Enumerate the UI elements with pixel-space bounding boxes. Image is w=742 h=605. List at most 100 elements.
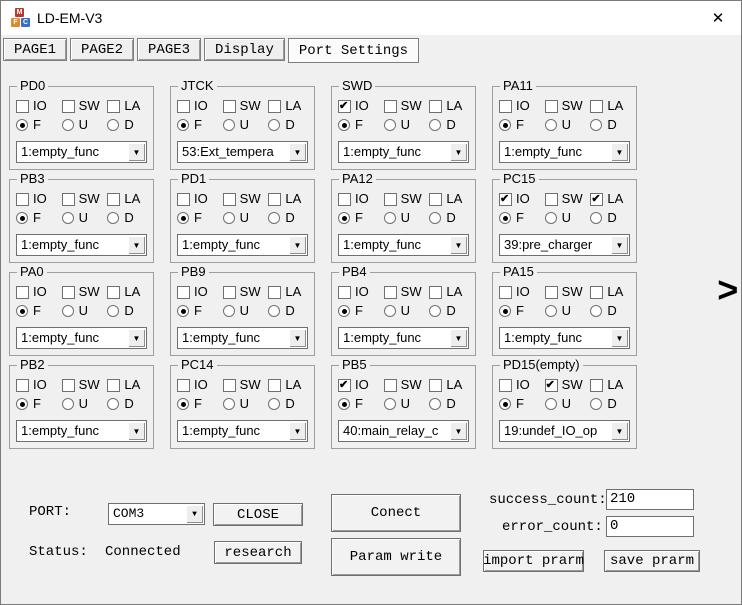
radio-d-circle[interactable]	[429, 212, 442, 224]
radio-f[interactable]: F	[177, 304, 223, 318]
radio-u[interactable]: U	[383, 304, 430, 318]
radio-d-circle[interactable]	[107, 305, 120, 317]
checkbox-la[interactable]: LA	[590, 285, 636, 299]
radio-d-circle[interactable]	[107, 119, 120, 131]
checkbox-sw-box[interactable]	[383, 378, 397, 392]
tab-page1[interactable]: PAGE1	[3, 38, 68, 61]
radio-u[interactable]: U	[61, 304, 108, 318]
radio-d-circle[interactable]	[590, 119, 603, 131]
save-param-button[interactable]: save prarm	[604, 550, 700, 572]
checkbox-sw[interactable]: SW	[61, 285, 108, 299]
checkbox-io-box[interactable]	[16, 192, 29, 206]
radio-d[interactable]: D	[268, 397, 314, 411]
radio-u-circle[interactable]	[61, 119, 74, 131]
checkbox-la-box[interactable]	[107, 99, 121, 113]
research-button[interactable]: research	[214, 541, 302, 564]
checkbox-la[interactable]: LA	[107, 285, 153, 299]
tab-port-settings[interactable]: Port Settings	[287, 38, 420, 63]
checkbox-la-box[interactable]	[590, 99, 604, 113]
radio-u-circle[interactable]	[61, 398, 74, 410]
checkbox-sw-box[interactable]	[61, 285, 75, 299]
checkbox-la[interactable]: LA	[268, 99, 314, 113]
checkbox-la-box[interactable]	[268, 378, 282, 392]
checkbox-la-box[interactable]	[590, 285, 604, 299]
function-dropdown-arrow-icon[interactable]: ▼	[128, 422, 145, 440]
radio-f-circle[interactable]	[499, 119, 511, 131]
checkbox-io[interactable]: IO	[499, 192, 545, 206]
checkbox-la-box[interactable]	[107, 378, 121, 392]
tab-page2[interactable]: PAGE2	[70, 38, 135, 61]
radio-f-circle[interactable]	[338, 305, 350, 317]
radio-d-circle[interactable]	[107, 398, 120, 410]
function-dropdown-arrow-icon[interactable]: ▼	[611, 236, 628, 254]
radio-u-circle[interactable]	[544, 305, 557, 317]
radio-u[interactable]: U	[544, 118, 591, 132]
checkbox-la[interactable]: LA	[107, 99, 153, 113]
checkbox-io[interactable]: IO	[499, 285, 545, 299]
radio-f[interactable]: F	[16, 304, 62, 318]
port-dropdown-arrow-icon[interactable]: ▼	[186, 505, 203, 523]
radio-d[interactable]: D	[107, 118, 153, 132]
checkbox-la-box[interactable]	[429, 285, 443, 299]
radio-f[interactable]: F	[338, 397, 384, 411]
radio-d-circle[interactable]	[590, 212, 603, 224]
checkbox-sw-box[interactable]	[383, 192, 397, 206]
function-dropdown-arrow-icon[interactable]: ▼	[289, 143, 306, 161]
radio-f[interactable]: F	[16, 211, 62, 225]
checkbox-sw-box[interactable]	[544, 378, 558, 392]
checkbox-la[interactable]: LA	[429, 192, 475, 206]
checkbox-sw-box[interactable]	[544, 285, 558, 299]
checkbox-sw[interactable]: SW	[61, 192, 108, 206]
checkbox-sw-box[interactable]	[61, 99, 75, 113]
param-write-button[interactable]: Param write	[331, 538, 461, 576]
tab-page3[interactable]: PAGE3	[137, 38, 202, 61]
function-dropdown-arrow-icon[interactable]: ▼	[128, 143, 145, 161]
checkbox-la[interactable]: LA	[107, 192, 153, 206]
function-dropdown[interactable]: 19:undef_IO_op ▼	[499, 420, 630, 442]
radio-u[interactable]: U	[383, 211, 430, 225]
checkbox-la[interactable]: LA	[590, 99, 636, 113]
checkbox-sw-box[interactable]	[383, 285, 397, 299]
radio-u[interactable]: U	[383, 397, 430, 411]
checkbox-io[interactable]: IO	[16, 192, 62, 206]
radio-u-circle[interactable]	[383, 305, 396, 317]
checkbox-la-box[interactable]	[429, 99, 443, 113]
checkbox-io[interactable]: IO	[177, 285, 223, 299]
checkbox-sw-box[interactable]	[61, 378, 75, 392]
radio-d[interactable]: D	[268, 211, 314, 225]
function-dropdown-arrow-icon[interactable]: ▼	[450, 329, 467, 347]
checkbox-la-box[interactable]	[429, 378, 443, 392]
function-dropdown[interactable]: 1:empty_func ▼	[16, 327, 147, 349]
radio-f[interactable]: F	[499, 304, 545, 318]
checkbox-sw[interactable]: SW	[222, 99, 269, 113]
checkbox-la-box[interactable]	[429, 192, 443, 206]
checkbox-sw-box[interactable]	[544, 99, 558, 113]
radio-u[interactable]: U	[544, 304, 591, 318]
function-dropdown[interactable]: 1:empty_func ▼	[177, 234, 308, 256]
function-dropdown-arrow-icon[interactable]: ▼	[128, 329, 145, 347]
radio-u[interactable]: U	[61, 118, 108, 132]
checkbox-sw[interactable]: SW	[544, 285, 591, 299]
function-dropdown-arrow-icon[interactable]: ▼	[289, 329, 306, 347]
error-count-field[interactable]: 0	[606, 516, 694, 537]
radio-f[interactable]: F	[499, 118, 545, 132]
port-dropdown[interactable]: COM3 ▼	[108, 503, 205, 525]
checkbox-io-box[interactable]	[499, 285, 512, 299]
checkbox-sw[interactable]: SW	[383, 99, 430, 113]
function-dropdown-arrow-icon[interactable]: ▼	[289, 236, 306, 254]
radio-u[interactable]: U	[222, 118, 269, 132]
checkbox-sw-box[interactable]	[222, 378, 236, 392]
radio-f[interactable]: F	[499, 397, 545, 411]
radio-f-circle[interactable]	[177, 119, 189, 131]
radio-f-circle[interactable]	[16, 119, 28, 131]
radio-d[interactable]: D	[268, 118, 314, 132]
radio-d[interactable]: D	[429, 211, 475, 225]
radio-u-circle[interactable]	[383, 212, 396, 224]
radio-d[interactable]: D	[590, 118, 636, 132]
radio-u-circle[interactable]	[544, 119, 557, 131]
function-dropdown[interactable]: 1:empty_func ▼	[499, 327, 630, 349]
radio-f-circle[interactable]	[338, 212, 350, 224]
checkbox-io[interactable]: IO	[338, 378, 384, 392]
checkbox-io-box[interactable]	[338, 192, 351, 206]
radio-f-circle[interactable]	[177, 398, 189, 410]
